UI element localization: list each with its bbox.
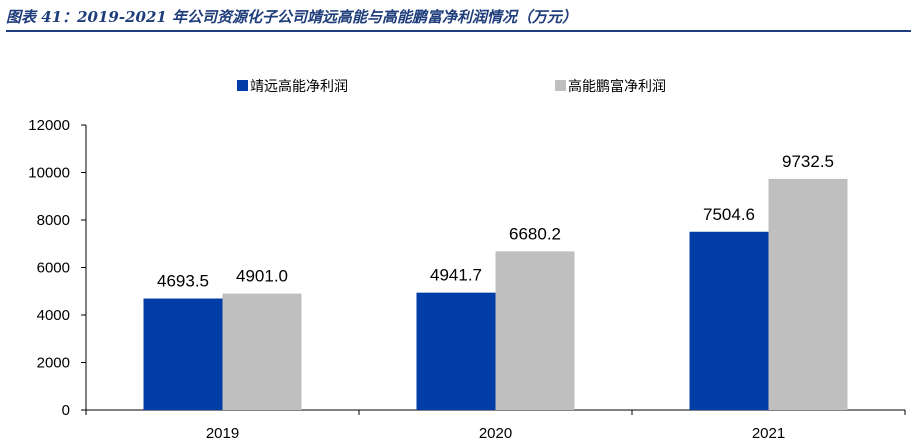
bar-series-2 [222,293,302,410]
y-tick-label: 4000 [37,307,70,324]
x-tick-label: 2021 [752,425,785,442]
bar-series-2 [768,178,848,410]
y-tick-label: 6000 [37,260,70,277]
legend: 靖远高能净利润 高能鹏富净利润 [237,78,666,95]
y-tick-label: 2000 [37,355,70,372]
y-tick-label: 0 [62,402,70,419]
legend-label-2: 高能鹏富净利润 [568,78,666,95]
axes: 0 2000 4000 6000 8000 10000 12000 2019 2020 2021 [28,117,906,442]
figure-title: 图表 41：2019-2021 年公司资源化子公司靖远高能与高能鹏富净利润情况（… [6,4,911,32]
x-tick-label: 2019 [206,425,239,442]
data-label: 4901.0 [236,267,288,286]
data-label: 9732.5 [782,152,834,171]
bar-series-1 [143,298,223,410]
y-tick-label: 12000 [28,117,70,134]
legend-label-1: 靖远高能净利润 [250,78,348,95]
bar-series-1 [689,231,769,410]
data-label: 6680.2 [509,224,561,243]
data-label: 4693.5 [157,272,209,291]
y-tick-label: 10000 [28,165,70,182]
data-label: 7504.6 [703,205,755,224]
legend-swatch-2 [555,80,566,91]
legend-swatch-1 [237,80,248,91]
bar-series-1 [416,292,496,410]
bar-series-2 [495,251,575,410]
y-tick-label: 8000 [37,212,70,229]
data-labels: 4693.5 4901.0 4941.7 6680.2 7504.6 9732.5 [157,152,834,291]
data-label: 4941.7 [430,266,482,285]
x-tick-label: 2020 [479,425,512,442]
bars [143,178,848,410]
